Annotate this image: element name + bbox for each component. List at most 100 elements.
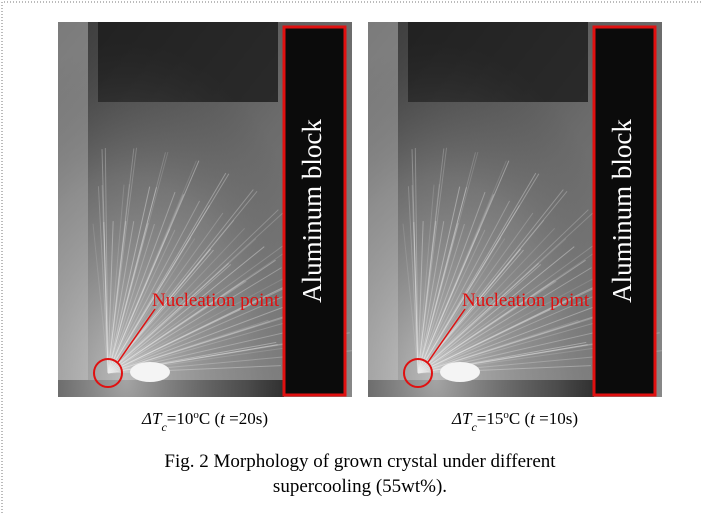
- caption-part: C (: [199, 409, 221, 428]
- crystal-streak: [107, 232, 301, 374]
- crystal-streak: [107, 228, 171, 374]
- crystal-streak: [417, 259, 586, 374]
- crystal-streak: [107, 184, 125, 374]
- crystal-streak: [417, 209, 589, 374]
- crystal-streak: [107, 220, 127, 374]
- crystal-streak: [411, 185, 419, 374]
- crystal-streak: [107, 238, 196, 374]
- crystal-streak: [417, 172, 537, 374]
- crystal-streak: [107, 246, 265, 374]
- caption-part: t: [220, 409, 226, 428]
- crystal-streak: [107, 160, 200, 374]
- crystal-streak: [417, 184, 435, 374]
- bright-spot: [130, 362, 170, 382]
- crystal-streak: [107, 160, 197, 374]
- crystal-streak: [107, 191, 176, 374]
- bright-spot: [440, 362, 480, 382]
- crystal-streak: [417, 263, 539, 374]
- crystal-streak: [402, 223, 419, 374]
- crystal-streak: [107, 186, 151, 374]
- crystal-streak: [107, 200, 201, 374]
- crystal-streak: [417, 319, 579, 374]
- crystal-streak: [417, 299, 570, 374]
- caption-part: =20s): [225, 409, 268, 428]
- crystal-streak: [417, 160, 510, 374]
- crystal-streak: [107, 194, 184, 374]
- photo-panel: Aluminum block Nucleation point ΔTc=15oC (…: [368, 22, 664, 434]
- crystal-streak: [107, 172, 227, 374]
- crystal-streak: [107, 212, 224, 374]
- crystal-streak: [417, 238, 616, 374]
- crystal-streak: [107, 267, 282, 374]
- caption-part: ΔT: [451, 409, 473, 428]
- annotation: Nucleation point: [462, 290, 590, 311]
- crystal-streak: [107, 147, 138, 374]
- crystal-streak: [417, 148, 445, 374]
- crystal-streak: [107, 290, 297, 374]
- crystal-streak: [417, 249, 524, 374]
- caption-part: o: [503, 409, 509, 421]
- figure-caption-line: supercooling (55wt%).: [273, 476, 447, 497]
- crystal-streak: [417, 186, 461, 374]
- crystal-streak: [97, 186, 109, 374]
- crystal-streak: [417, 238, 506, 374]
- crystal-streak: [417, 205, 520, 374]
- crystal-streak: [107, 223, 155, 374]
- crystal-streak: [107, 298, 259, 374]
- crystal-streak: [107, 299, 260, 374]
- crystal-streak: [107, 190, 258, 374]
- crystal-streak: [107, 151, 169, 374]
- nucleation-marker: [403, 358, 433, 388]
- block-label: Aluminum block: [607, 119, 637, 303]
- crystal-streak: [417, 184, 440, 374]
- crystal-streak: [417, 223, 459, 374]
- crystal-streak: [107, 209, 279, 374]
- crystal-streak: [417, 229, 486, 374]
- crystal-streak: [107, 152, 166, 374]
- crystal-streak: [107, 205, 210, 374]
- crystal-streak: [417, 191, 486, 374]
- crystal-streak: [417, 220, 437, 374]
- crystal-streak: [417, 246, 575, 374]
- caption-part: o: [193, 409, 199, 421]
- caption-part: c: [161, 420, 167, 434]
- crystal-streak: [417, 321, 581, 374]
- crystal-streak: [417, 152, 476, 374]
- crystal-streak: [417, 279, 555, 374]
- crystal-streak: [417, 280, 557, 374]
- annotation-leader: [117, 308, 156, 363]
- caption-part: C (: [509, 409, 531, 428]
- crystal-streak: [107, 148, 135, 374]
- crystal-streak: [417, 160, 507, 374]
- crystal-streak: [417, 223, 465, 374]
- crystal-streak: [417, 232, 611, 374]
- caption-part: =10: [167, 409, 194, 428]
- annotation: Nucleation point: [152, 290, 280, 311]
- photo-glow: [368, 22, 594, 397]
- crystal-streak: [417, 298, 569, 374]
- crystal-streak: [104, 148, 109, 374]
- crystal-streak: [107, 280, 247, 374]
- crystal-streak: [417, 221, 424, 374]
- crystal-streak: [107, 229, 176, 374]
- annotation-leader: [427, 308, 466, 363]
- crystal-streak: [107, 237, 192, 374]
- crystal-streak: [417, 147, 448, 374]
- crystal-streak: [417, 190, 568, 374]
- crystal-streak: [417, 310, 615, 374]
- crystal-streak: [101, 185, 109, 374]
- crystal-streak: [107, 227, 246, 374]
- aluminum-block: [282, 25, 347, 397]
- caption-part: t: [530, 409, 536, 428]
- crystal-streak: [417, 290, 607, 374]
- crystal-streak: [107, 212, 284, 374]
- photo-glow: [58, 22, 284, 397]
- crystal-streak: [107, 321, 271, 374]
- crystal-streak: [107, 187, 158, 374]
- crystal-streak: [92, 223, 109, 374]
- crystal-streak: [417, 227, 556, 374]
- crystal-streak: [107, 173, 230, 374]
